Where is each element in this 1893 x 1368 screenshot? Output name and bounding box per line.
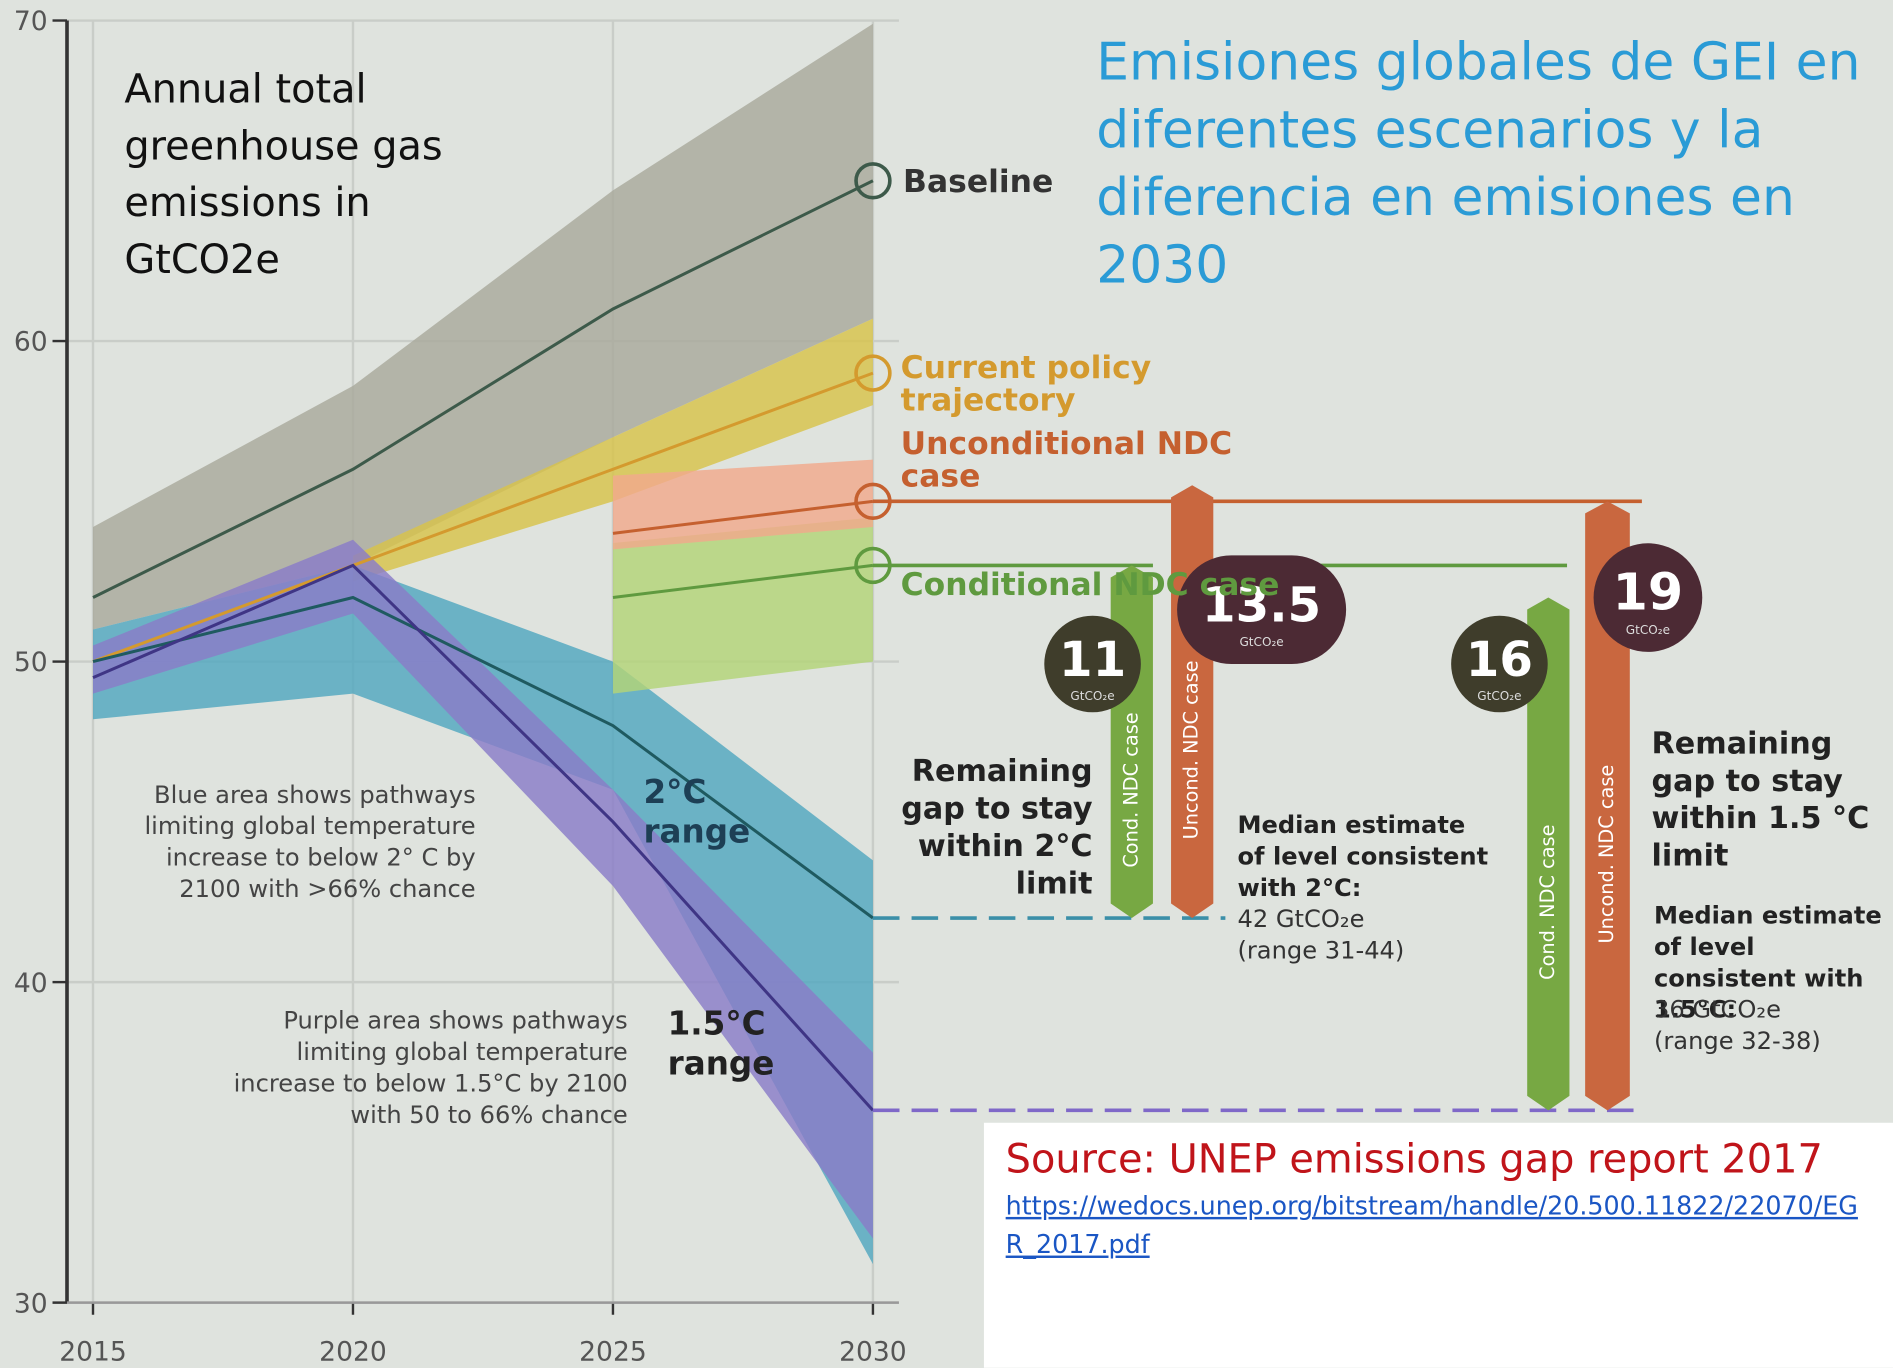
gap-value: 19 (1613, 563, 1684, 622)
end-marker (854, 354, 892, 392)
series-line (612, 499, 874, 535)
y-tick-label: 30 (14, 1288, 48, 1319)
y-tick-label: 70 (14, 6, 48, 37)
end-marker (854, 162, 892, 200)
end-marker (854, 546, 892, 585)
band (93, 565, 873, 1265)
gap-badge (1177, 555, 1347, 664)
bar-label: Uncond. NDC case (1180, 661, 1203, 840)
series-label: Baseline (903, 164, 1054, 201)
gap-badge (1451, 615, 1548, 713)
gap-unit: GtCO₂e (1477, 689, 1521, 703)
y-axis-label: Annual total greenhouse gas emissions in… (124, 65, 443, 283)
gap-badge (1593, 543, 1703, 652)
gap-unit: GtCO₂e (1239, 635, 1283, 649)
gap-unit: GtCO₂e (1626, 623, 1670, 637)
bar-label: Uncond. NDC case (1595, 765, 1618, 944)
median-label: Median estimate of level consistent with… (1237, 810, 1489, 902)
band (612, 517, 873, 694)
series-label: 1.5°C range (667, 1005, 775, 1083)
gap-value: 13.5 (1202, 578, 1321, 634)
gap-heading: Remaining gap to stay within 2°C limit (901, 753, 1093, 901)
bar-label: Cond. NDC case (1119, 712, 1142, 867)
source-link[interactable]: https://wedocs.unep.org/bitstream/handle… (1005, 1191, 1858, 1260)
band (93, 539, 873, 1239)
series-label: Unconditional NDC case (900, 426, 1233, 495)
series-line (92, 179, 874, 599)
gap-value: 11 (1059, 632, 1126, 688)
y-tick-label: 60 (14, 327, 48, 358)
series-line (612, 563, 874, 599)
median-detail: 42 GtCO₂e (range 31-44) (1237, 904, 1405, 965)
note: Purple area shows pathways limiting glob… (233, 1005, 628, 1129)
chart-title: Emisiones globales de GEI en diferentes … (1096, 32, 1861, 296)
x-tick-label: 2015 (59, 1337, 127, 1368)
gap-bar (1585, 501, 1630, 1111)
median-label: Median estimate of level consistent with… (1653, 900, 1882, 1024)
series-line (92, 595, 874, 920)
band (612, 459, 873, 550)
band (93, 23, 873, 630)
gap-unit: GtCO₂e (1070, 689, 1114, 703)
series-label: 2°C range (643, 773, 751, 852)
bar-label: Cond. NDC case (1536, 825, 1559, 980)
series-line (92, 371, 874, 663)
y-tick-label: 50 (14, 647, 48, 678)
y-tick-label: 40 (14, 968, 48, 999)
x-tick-label: 2020 (319, 1337, 387, 1368)
x-tick-label: 2025 (579, 1337, 647, 1368)
median-detail: 36 GtCO₂e (range 32-38) (1653, 994, 1821, 1056)
gap-bar (1527, 597, 1570, 1111)
gap-heading: Remaining gap to stay within 1.5 °C limi… (1651, 725, 1870, 873)
series-line (92, 563, 875, 1112)
end-marker (854, 482, 892, 521)
x-tick-label: 2030 (839, 1337, 907, 1368)
note: Blue area shows pathways limiting global… (144, 779, 476, 904)
gap-badge (1044, 615, 1141, 713)
source-box: Source: UNEP emissions gap report 2017 h… (983, 1122, 1893, 1368)
series-label: Conditional NDC case (900, 567, 1280, 604)
source: Source: UNEP emissions gap report 2017 (1005, 1134, 1823, 1182)
gap-value: 16 (1466, 632, 1533, 688)
series-label: Current policy trajectory (900, 350, 1152, 419)
